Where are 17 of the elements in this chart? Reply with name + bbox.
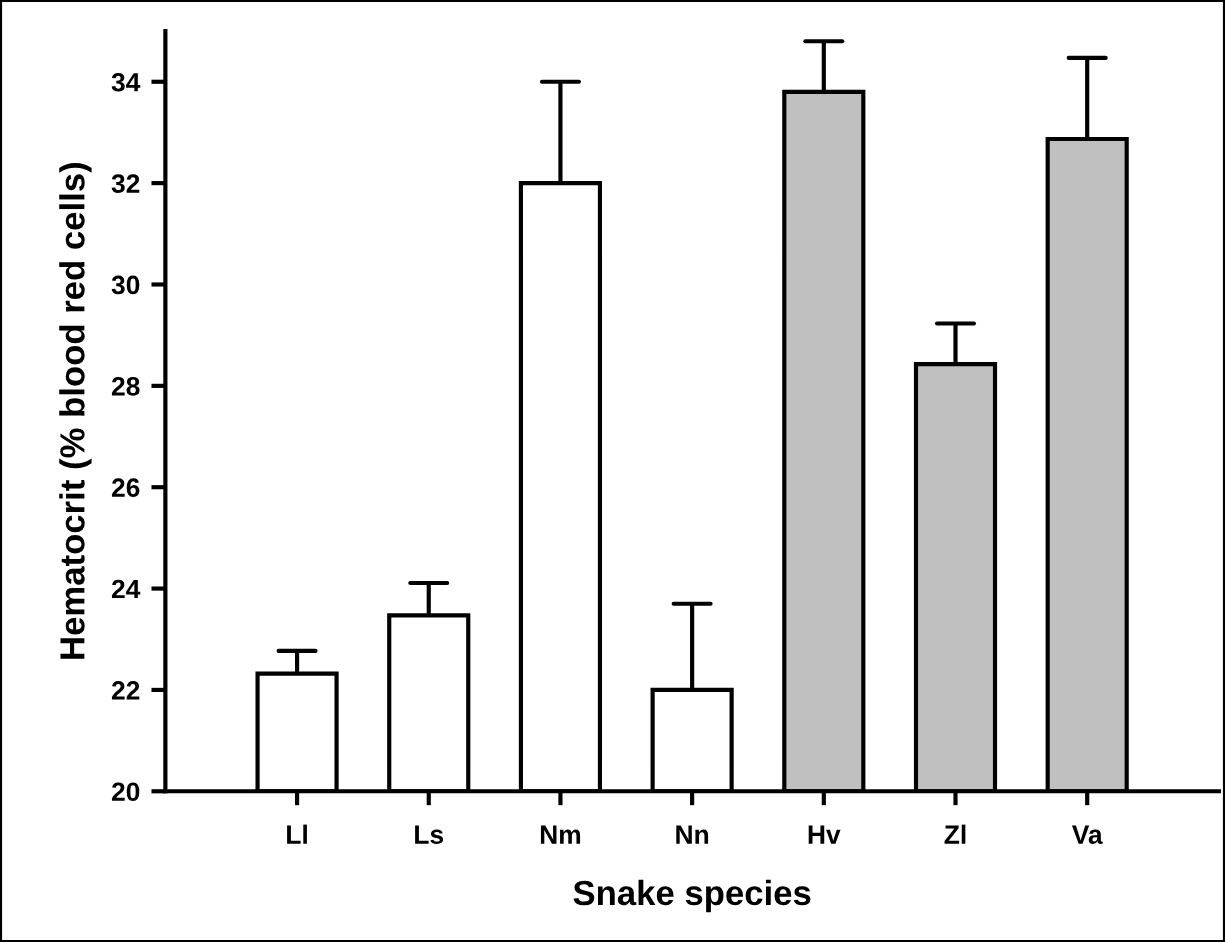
x-axis-title: Snake species [573,879,811,913]
x-tick-label: Nn [676,825,709,844]
y-tick-label: 22 [111,681,140,700]
x-tick-label: Zl [944,824,966,844]
y-tick-label: 32 [111,174,140,193]
y-tick-label: 26 [111,478,140,498]
x-tick-label: Va [1071,825,1103,844]
x-tick-label: Hv [808,825,841,844]
y-tick-label: 34 [111,72,141,92]
x-tick-label: Ll [287,824,307,844]
x-tick-label: Ls [415,825,444,844]
y-tick-label: 30 [111,275,140,295]
y-axis-title: Hematocrit (% blood red cells) [59,163,92,659]
y-tick-label: 20 [111,782,140,802]
y-tick-label: 28 [111,376,140,396]
x-tick-label: Nm [540,825,581,844]
y-tick-label: 24 [111,579,141,599]
